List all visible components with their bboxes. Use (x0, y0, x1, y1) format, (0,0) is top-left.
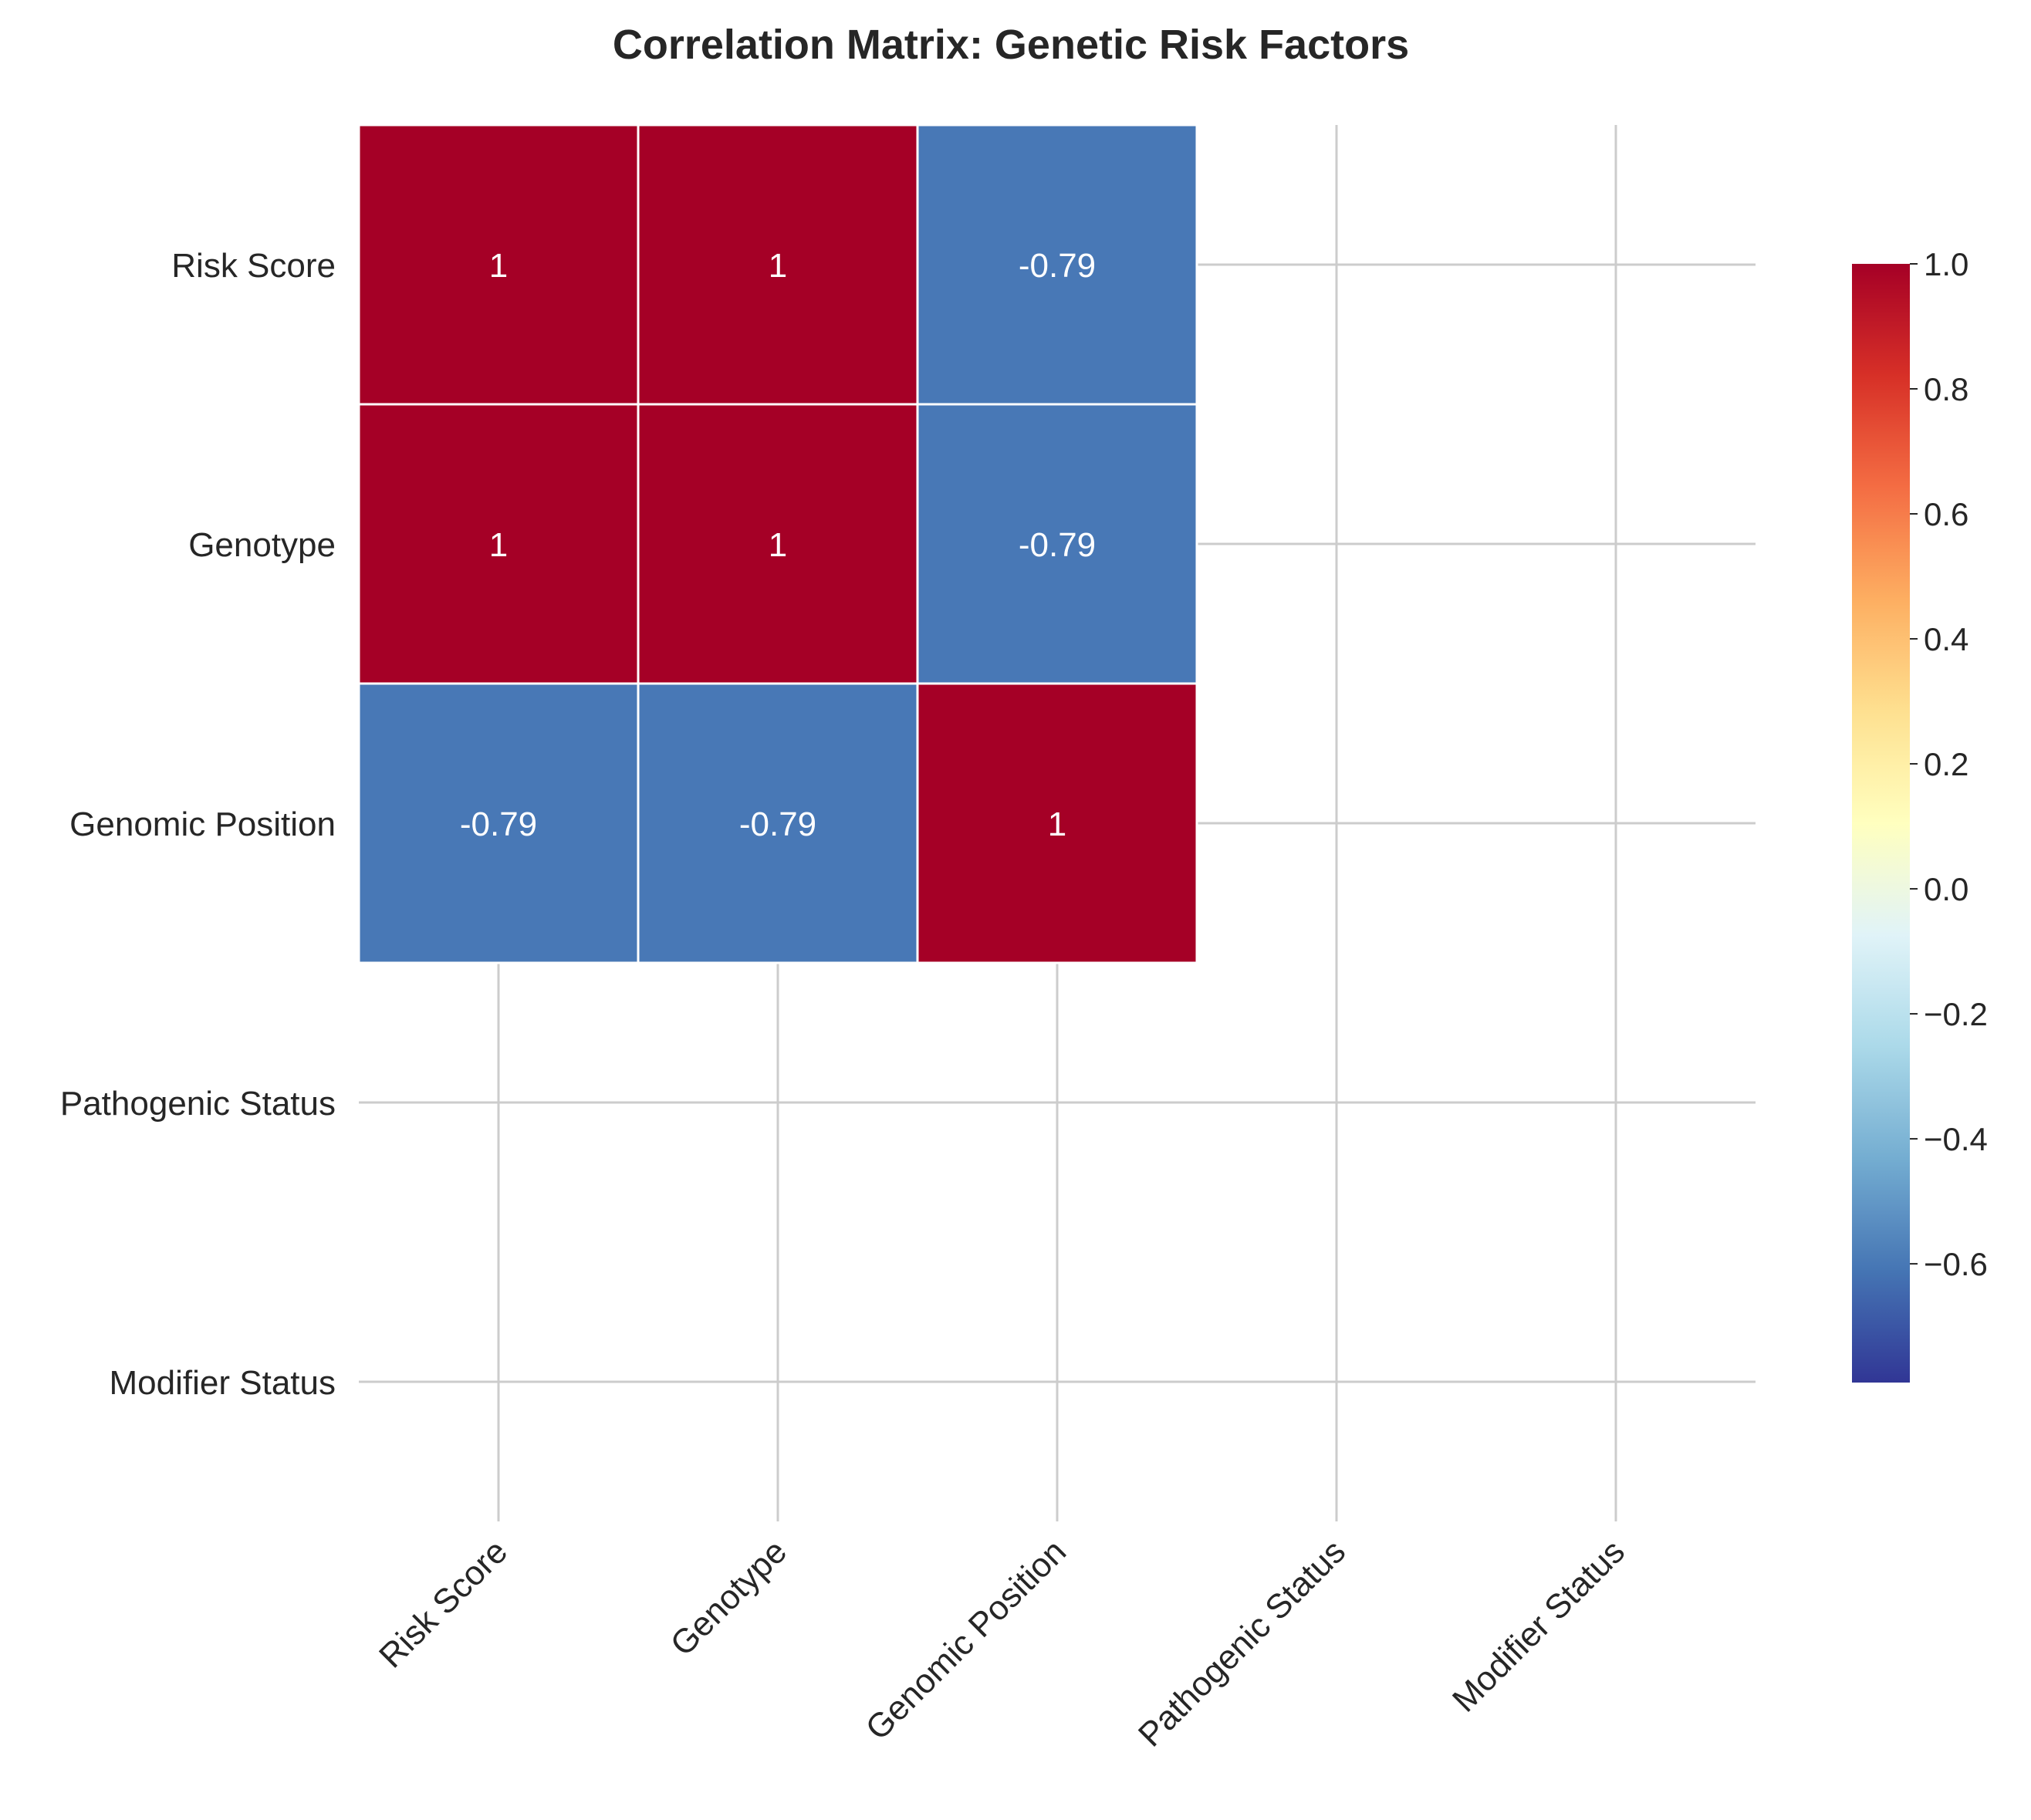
heatmap-cells: 1 1 -0.79 1 1 -0.79 -0.79 -0.79 1 (357, 123, 1198, 964)
row-label-risk-score: Risk Score (171, 247, 336, 285)
colorbar-tick-label: −0.2 (1924, 996, 1988, 1032)
colorbar-tick-label: −0.4 (1924, 1121, 1988, 1157)
heatmap-cell-genomic-position-genotype (637, 682, 919, 964)
colorbar-tick-label: 0.8 (1924, 371, 1968, 407)
column-labels: Risk Score Genotype Genomic Position Pathog… (372, 1532, 1632, 1754)
cell-value-label: -0.79 (739, 805, 816, 843)
column-label-genomic-position: Genomic Position (859, 1532, 1073, 1747)
colorbar-tick-label: 0.2 (1924, 746, 1968, 782)
row-label-genotype: Genotype (188, 526, 336, 564)
colorbar-gradient (1852, 264, 1910, 1383)
row-labels: Risk Score Genotype Genomic Position Pathog… (60, 247, 336, 1402)
column-label-modifier-status: Modifier Status (1445, 1532, 1632, 1719)
heatmap-cell-risk-score-genotype (637, 123, 919, 406)
column-label-pathogenic-status: Pathogenic Status (1131, 1532, 1353, 1754)
heatmap-cell-genotype-genotype (637, 403, 919, 685)
chart-title: Correlation Matrix: Genetic Risk Factors (613, 22, 1409, 68)
cell-value-label: 1 (489, 247, 508, 285)
row-label-pathogenic-status: Pathogenic Status (60, 1085, 336, 1123)
heatmap-cell-genomic-position-genomic-position (916, 682, 1198, 964)
cell-value-label: -0.79 (1019, 526, 1096, 564)
heatmap-cell-genomic-position-risk-score (357, 682, 640, 964)
cell-value-label: -0.79 (460, 805, 537, 843)
colorbar: 1.0 0.8 0.6 0.4 0.2 0.0 −0.2 −0.4 −0.6 (1852, 246, 1988, 1383)
heatmap-cell-genotype-genomic-position (916, 403, 1198, 685)
cell-value-label: -0.79 (1019, 247, 1096, 285)
row-label-genomic-position: Genomic Position (69, 805, 336, 843)
colorbar-tick-label: 0.4 (1924, 621, 1968, 657)
row-label-modifier-status: Modifier Status (110, 1364, 336, 1402)
cell-value-label: 1 (769, 526, 787, 564)
column-label-genotype: Genotype (663, 1532, 794, 1663)
colorbar-tick-label: 0.0 (1924, 871, 1968, 907)
colorbar-tick-label: 0.6 (1924, 496, 1968, 532)
colorbar-tick-label: 1.0 (1924, 246, 1968, 282)
cell-value-label: 1 (1048, 805, 1066, 843)
cell-value-label: 1 (489, 526, 508, 564)
heatmap-cell-risk-score-risk-score (357, 123, 640, 406)
colorbar-tick-label: −0.6 (1924, 1246, 1988, 1282)
heatmap-cell-genotype-risk-score (357, 403, 640, 685)
cell-value-label: 1 (769, 247, 787, 285)
column-label-risk-score: Risk Score (372, 1532, 515, 1675)
